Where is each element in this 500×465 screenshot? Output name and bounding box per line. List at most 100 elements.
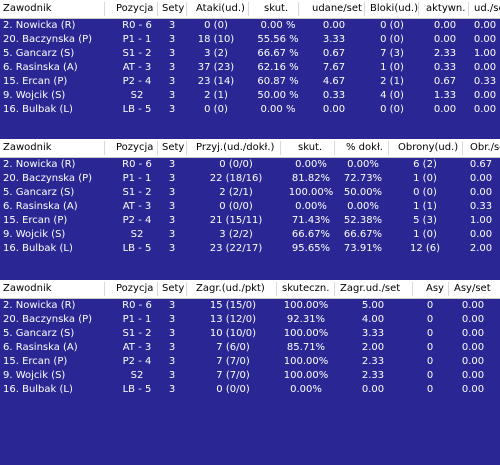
cell-digs: 1 (0) (413, 229, 437, 240)
table-row[interactable]: 16. Bulbak (L) LB - 5 3 0 (0) 0.00 % 0.00 0 (0… (0, 103, 500, 117)
table-row[interactable]: 2. Nowicka (R) R0 - 6 3 0 (0) 0.00 % 0.00 0 (0… (0, 19, 500, 33)
col-header-zagrywka[interactable]: Zagr.(ud./pkt) (196, 283, 265, 294)
cell-aces-per-set: 0.00 (461, 342, 485, 353)
table-row[interactable]: 9. Wojcik (S) S2 3 2 (1) 50.00 % 0.33 4 (0) 1.3… (0, 89, 500, 103)
column-divider (186, 2, 187, 16)
column-divider (334, 282, 335, 296)
cell-digs: 1 (1) (413, 201, 437, 212)
cell-digs: 6 (2) (413, 159, 437, 170)
col-header-aktywn[interactable]: aktywn. (426, 3, 466, 14)
cell-position: R0 - 6 (122, 300, 152, 311)
cell-serves: 13 (12/0) (209, 314, 257, 325)
cell-attacks-per-set: 0.00 (322, 104, 346, 115)
cell-digs-per-set: 0.67 (469, 159, 493, 170)
col-header-przyjecie[interactable]: Przyj.(ud./dokł.) (196, 142, 275, 153)
cell-aces: 0 (426, 384, 434, 395)
col-header-obrony[interactable]: Obrony(ud.) (398, 142, 459, 153)
table-row[interactable]: 20. Baczynska (P) P1 - 1 3 18 (10) 55.56 % 3.… (0, 33, 500, 47)
col-header-udane-set[interactable]: udane/set (312, 3, 362, 14)
table-row[interactable]: 2. Nowicka (R) R0 - 6 3 0 (0/0) 0.00% 0.00% 6 … (0, 158, 500, 172)
table-row[interactable]: 15. Ercan (P) P2 - 4 3 7 (7/0) 100.00% 2.33 0 0… (0, 355, 500, 369)
col-header-zawodnik[interactable]: Zawodnik (3, 3, 52, 14)
cell-player-name: 15. Ercan (P) (3, 356, 68, 367)
cell-player-name: 5. Gancarz (S) (3, 328, 75, 339)
table-body: 2. Nowicka (R) R0 - 6 3 0 (0/0) 0.00% 0.00% 6 … (0, 158, 500, 256)
cell-digs-per-set: 1.00 (469, 215, 493, 226)
cell-receptions: 0 (0/0) (219, 201, 253, 212)
column-divider (468, 2, 469, 16)
cell-player-name: 16. Bulbak (L) (3, 104, 73, 115)
cell-blocks-per-set: 0.00 (473, 62, 497, 73)
col-header-pozycja[interactable]: Pozycja (116, 142, 154, 153)
table-row[interactable]: 9. Wojcik (S) S2 3 7 (7/0) 100.00% 2.33 0 0.00 (0, 369, 500, 383)
cell-position: LB - 5 (122, 243, 152, 254)
col-header-skutecznosc[interactable]: skuteczn. (282, 283, 330, 294)
col-header-ataki[interactable]: Ataki(ud.) (196, 3, 245, 14)
col-header-pozycja[interactable]: Pozycja (116, 3, 154, 14)
column-divider (157, 282, 158, 296)
cell-player-name: 16. Bulbak (L) (3, 243, 73, 254)
table-row[interactable]: 9. Wojcik (S) S2 3 3 (2/2) 66.67% 66.67% 1 (0)… (0, 228, 500, 242)
table-row[interactable]: 5. Gancarz (S) S1 - 2 3 3 (2) 66.67 % 0.67 7 (… (0, 47, 500, 61)
table-row[interactable]: 2. Nowicka (R) R0 - 6 3 15 (15/0) 100.00% 5.0… (0, 299, 500, 313)
cell-sets: 3 (168, 34, 176, 45)
cell-serves: 0 (0/0) (216, 384, 250, 395)
col-header-sety[interactable]: Sety (162, 3, 185, 14)
column-divider (104, 282, 105, 296)
table-row[interactable]: 5. Gancarz (S) S1 - 2 3 10 (10/0) 100.00% 3.3… (0, 327, 500, 341)
col-header-bloki[interactable]: Bloki(ud.) (370, 3, 418, 14)
cell-reception-accuracy: 52.38% (343, 215, 383, 226)
table-row[interactable]: 5. Gancarz (S) S1 - 2 3 2 (2/1) 100.00% 50.00… (0, 186, 500, 200)
table-row[interactable]: 6. Rasinska (A) AT - 3 3 37 (23) 62.16 % 7.67… (0, 61, 500, 75)
col-header-skut[interactable]: skut. (264, 3, 289, 14)
col-header-zawodnik[interactable]: Zawodnik (3, 283, 52, 294)
cell-reception-accuracy: 73.91% (343, 243, 383, 254)
col-header-sety[interactable]: Sety (162, 142, 185, 153)
table-row[interactable]: 15. Ercan (P) P2 - 4 3 21 (15/11) 71.43% 52.3… (0, 214, 500, 228)
cell-block-activity: 0.00 (433, 20, 457, 31)
cell-sets: 3 (168, 173, 176, 184)
col-header-skut[interactable]: skut. (298, 142, 323, 153)
cell-serve-eff: 85.71% (286, 342, 326, 353)
column-divider (298, 2, 299, 16)
col-header-ud-set[interactable]: ud./se (474, 3, 500, 14)
col-header-zawodnik[interactable]: Zawodnik (3, 142, 52, 153)
table-row[interactable]: 6. Rasinska (A) AT - 3 3 0 (0/0) 0.00% 0.00% 1… (0, 200, 500, 214)
col-header-pozycja[interactable]: Pozycja (116, 283, 154, 294)
cell-aces: 0 (426, 370, 434, 381)
cell-attacks: 3 (2) (204, 48, 228, 59)
cell-sets: 3 (168, 370, 176, 381)
cell-aces: 0 (426, 356, 434, 367)
col-header-zagr-ud-set[interactable]: Zagr.ud./set (340, 283, 401, 294)
col-header-obr-set[interactable]: Obr./se (470, 142, 500, 153)
table-body: 2. Nowicka (R) R0 - 6 3 0 (0) 0.00 % 0.00 0 (0… (0, 19, 500, 117)
col-header-dokl[interactable]: % dokł. (346, 142, 383, 153)
table-row[interactable]: 16. Bulbak (L) LB - 5 3 0 (0/0) 0.00% 0.00 0 0.… (0, 383, 500, 397)
table-row[interactable]: 20. Baczynska (P) P1 - 1 3 13 (12/0) 92.31% 4… (0, 313, 500, 327)
cell-receptions: 22 (18/16) (209, 173, 263, 184)
table-header[interactable]: Zawodnik Pozycja Sety Ataki(ud.) skut. u… (0, 0, 500, 19)
table-row[interactable]: 15. Ercan (P) P2 - 4 3 23 (14) 60.87 % 4.67 2 … (0, 75, 500, 89)
cell-player-name: 15. Ercan (P) (3, 215, 68, 226)
table-header[interactable]: Zawodnik Pozycja Sety Zagr.(ud./pkt) sku… (0, 280, 500, 299)
cell-reception-eff: 66.67% (291, 229, 331, 240)
cell-player-name: 20. Baczynska (P) (3, 173, 93, 184)
table-row[interactable]: 16. Bulbak (L) LB - 5 3 23 (22/17) 95.65% 73.… (0, 242, 500, 256)
cell-digs: 12 (6) (409, 243, 441, 254)
table-row[interactable]: 20. Baczynska (P) P1 - 1 3 22 (18/16) 81.82%… (0, 172, 500, 186)
cell-player-name: 6. Rasinska (A) (3, 62, 78, 73)
cell-player-name: 2. Nowicka (R) (3, 159, 76, 170)
cell-sets: 3 (168, 104, 176, 115)
cell-attacks: 37 (23) (197, 62, 235, 73)
column-divider (448, 282, 449, 296)
table-header[interactable]: Zawodnik Pozycja Sety Przyj.(ud./dokł.) … (0, 139, 500, 158)
table-row[interactable]: 6. Rasinska (A) AT - 3 3 7 (6/0) 85.71% 2.00 0… (0, 341, 500, 355)
cell-attack-eff: 50.00 % (257, 90, 299, 101)
column-divider (186, 282, 187, 296)
cell-blocks: 7 (3) (380, 48, 404, 59)
column-divider (280, 141, 281, 155)
col-header-asy[interactable]: Asy (426, 283, 444, 294)
col-header-asy-set[interactable]: Asy/set (454, 283, 491, 294)
col-header-sety[interactable]: Sety (162, 283, 185, 294)
cell-aces-per-set: 0.00 (461, 314, 485, 325)
